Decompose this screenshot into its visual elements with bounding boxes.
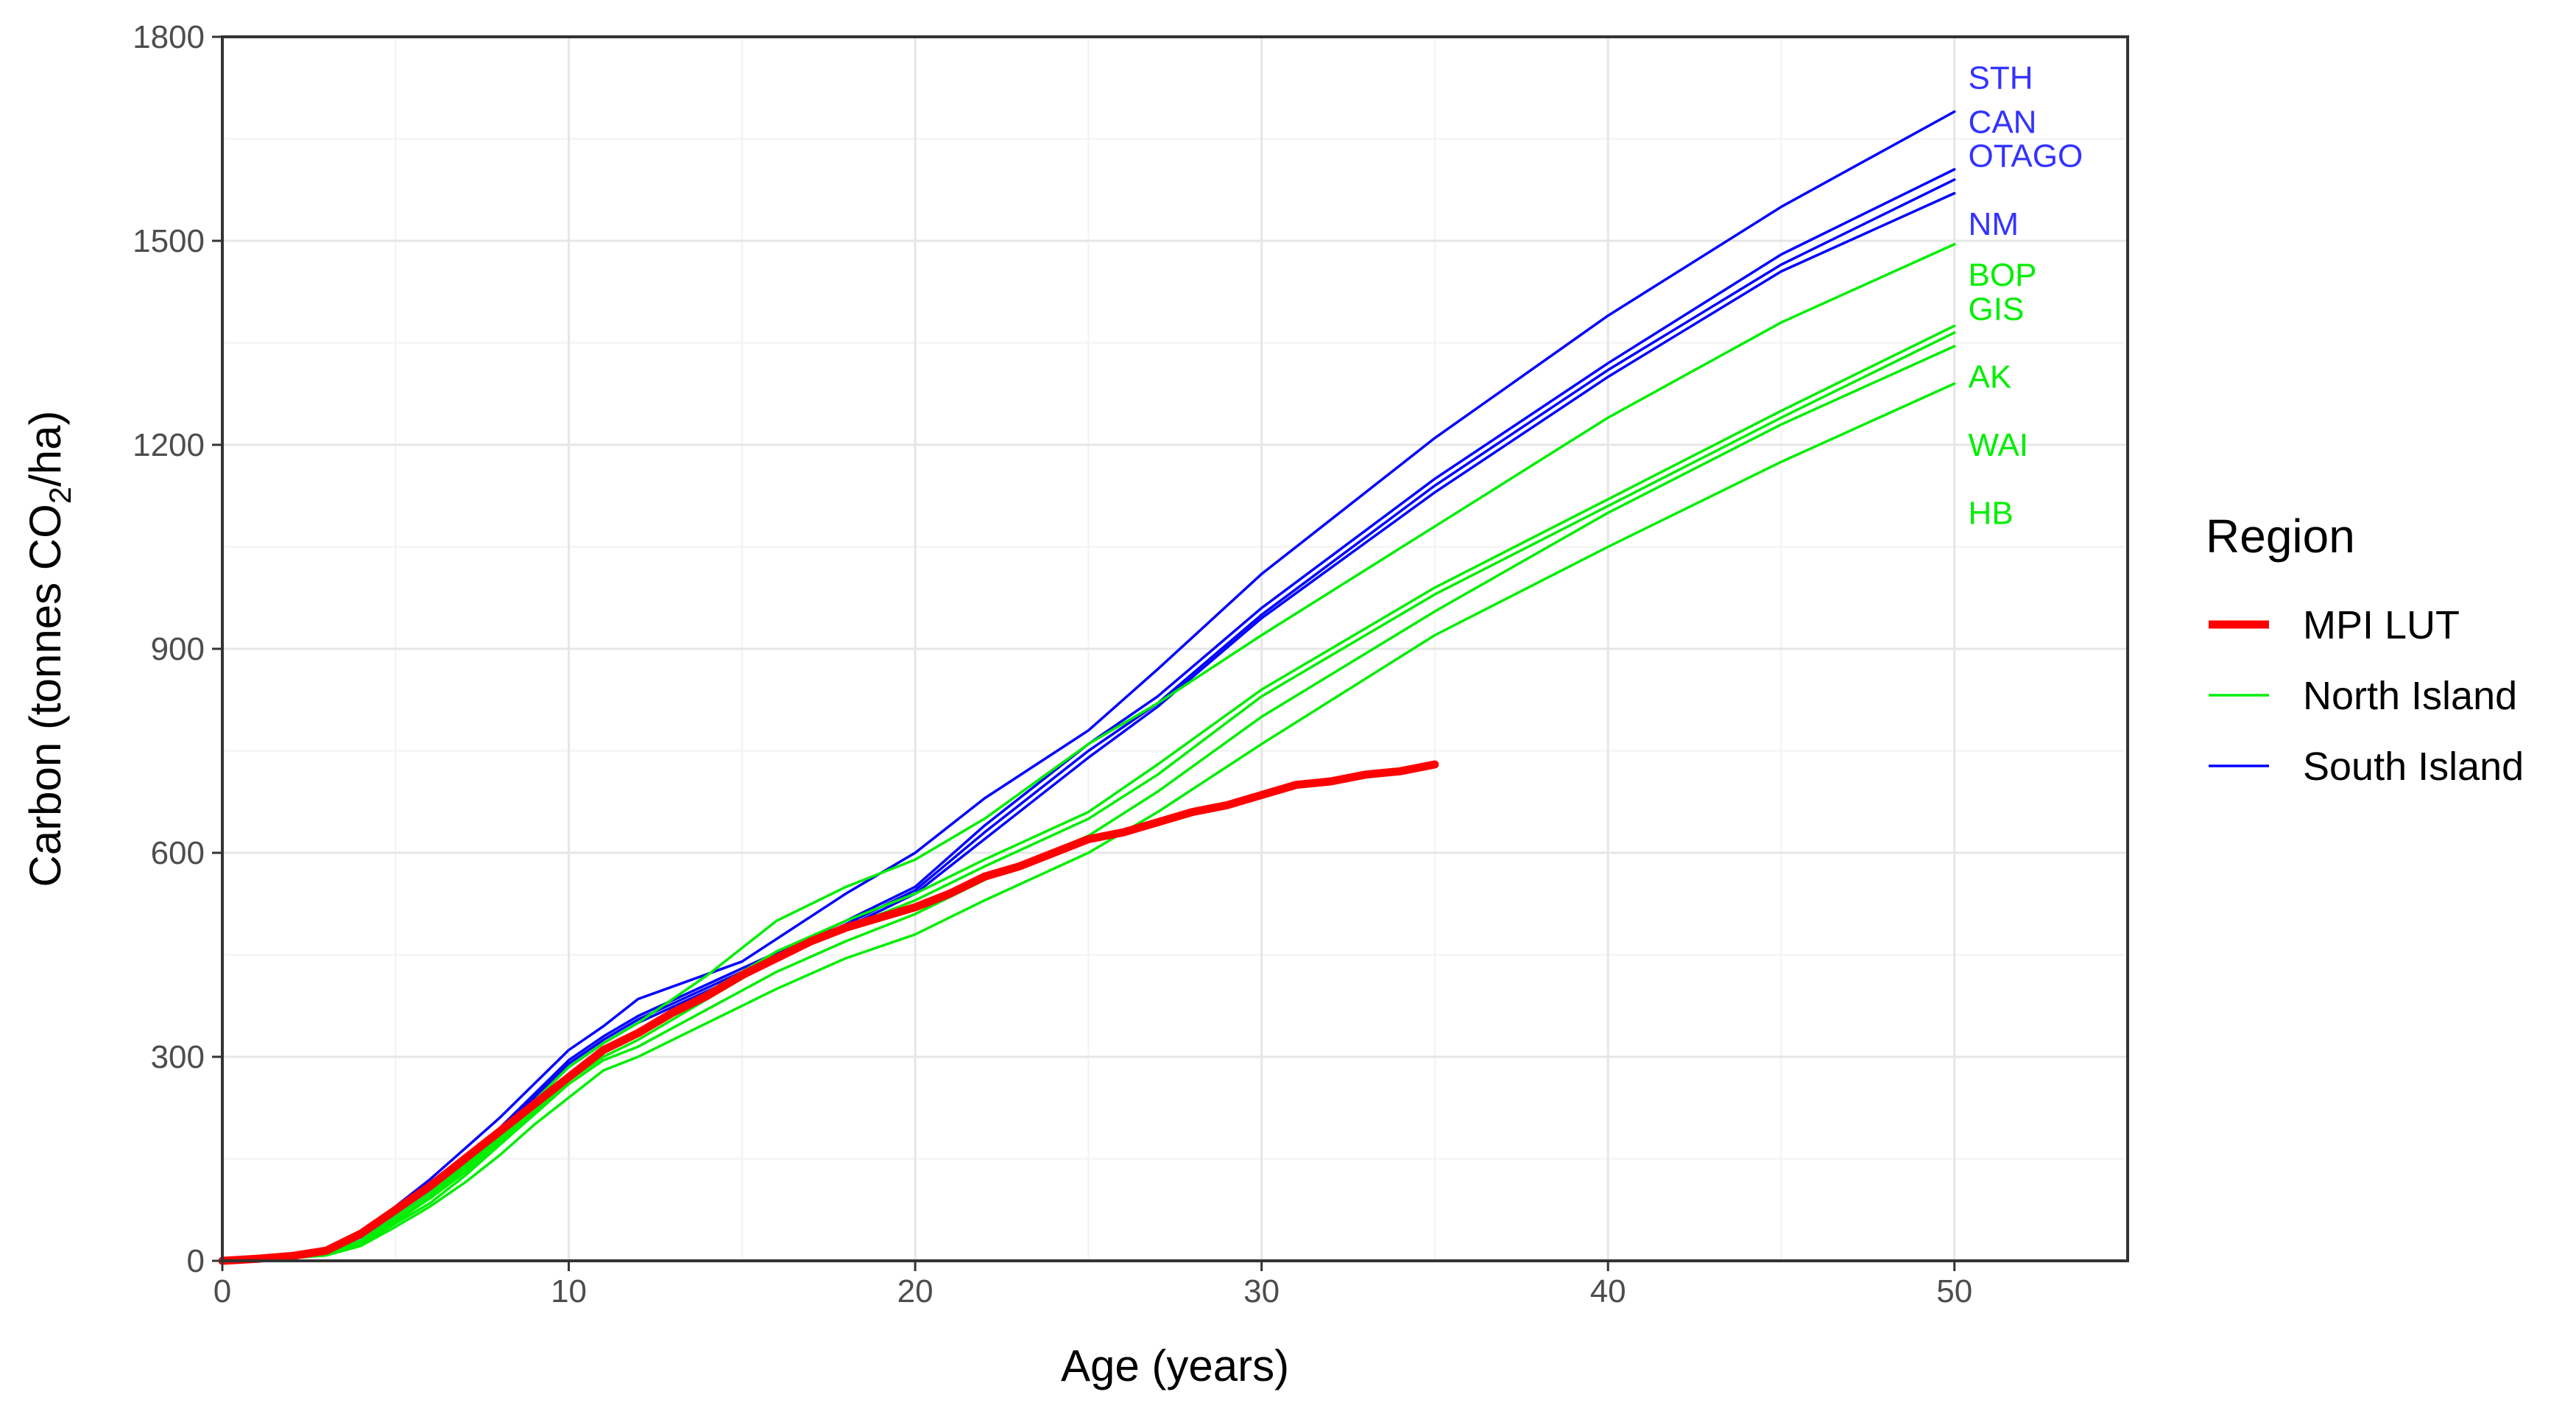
legend-label-mpi-lut: MPI LUT xyxy=(2303,603,2460,647)
end-label-nm: NM xyxy=(1969,206,2019,242)
y-tick-label: 1500 xyxy=(133,223,205,259)
x-axis-ticks: 0 10 20 30 40 50 xyxy=(214,1261,1972,1309)
x-tick-label: 30 xyxy=(1243,1273,1280,1309)
end-label-gis: GIS xyxy=(1969,291,2025,327)
end-label-wai: WAI xyxy=(1969,427,2028,463)
major-gridlines xyxy=(221,35,2128,1262)
legend: Region MPI LUT North Island South Island xyxy=(2206,510,2524,789)
y-tick-label: 0 xyxy=(187,1243,205,1279)
y-tick-label: 600 xyxy=(151,835,205,871)
end-label-bop: BOP xyxy=(1969,257,2037,293)
legend-entries: MPI LUT North Island South Island xyxy=(2209,603,2524,789)
x-tick-label: 0 xyxy=(214,1273,231,1309)
x-tick-label: 50 xyxy=(1936,1273,1972,1309)
x-axis-title: Age (years) xyxy=(1061,1341,1289,1390)
end-label-can: CAN xyxy=(1969,104,2037,140)
y-axis-title-subscript: 2 xyxy=(43,487,77,504)
series-line-mpi-lut xyxy=(218,760,1439,1265)
end-label-sth: STH xyxy=(1969,60,2033,96)
end-label-otago: OTAGO xyxy=(1969,138,2083,175)
y-axis-ticks: 0 300 600 900 1200 1500 1800 xyxy=(133,19,222,1279)
y-axis-title: Carbon (tonnes CO2/ha) xyxy=(21,410,77,887)
x-tick-label: 10 xyxy=(551,1273,587,1309)
legend-title: Region xyxy=(2206,510,2355,563)
y-tick-label: 300 xyxy=(151,1039,205,1075)
end-label-hb: HB xyxy=(1969,495,2014,531)
series-line-hb xyxy=(221,382,1956,1262)
legend-label-south-island: South Island xyxy=(2303,745,2524,789)
x-tick-label: 20 xyxy=(897,1273,934,1309)
legend-label-north-island: North Island xyxy=(2303,674,2517,718)
y-axis-title-part-3: /ha) xyxy=(21,410,70,486)
end-label-ak: AK xyxy=(1969,359,2012,395)
y-tick-label: 900 xyxy=(151,631,205,667)
y-axis-title-part-1: Carbon (tonnes CO xyxy=(21,504,70,887)
x-tick-label: 40 xyxy=(1590,1273,1626,1309)
y-tick-label: 1800 xyxy=(133,19,205,55)
y-tick-label: 1200 xyxy=(133,427,205,463)
series-lines xyxy=(218,110,1956,1265)
series-line-wai xyxy=(221,345,1956,1262)
